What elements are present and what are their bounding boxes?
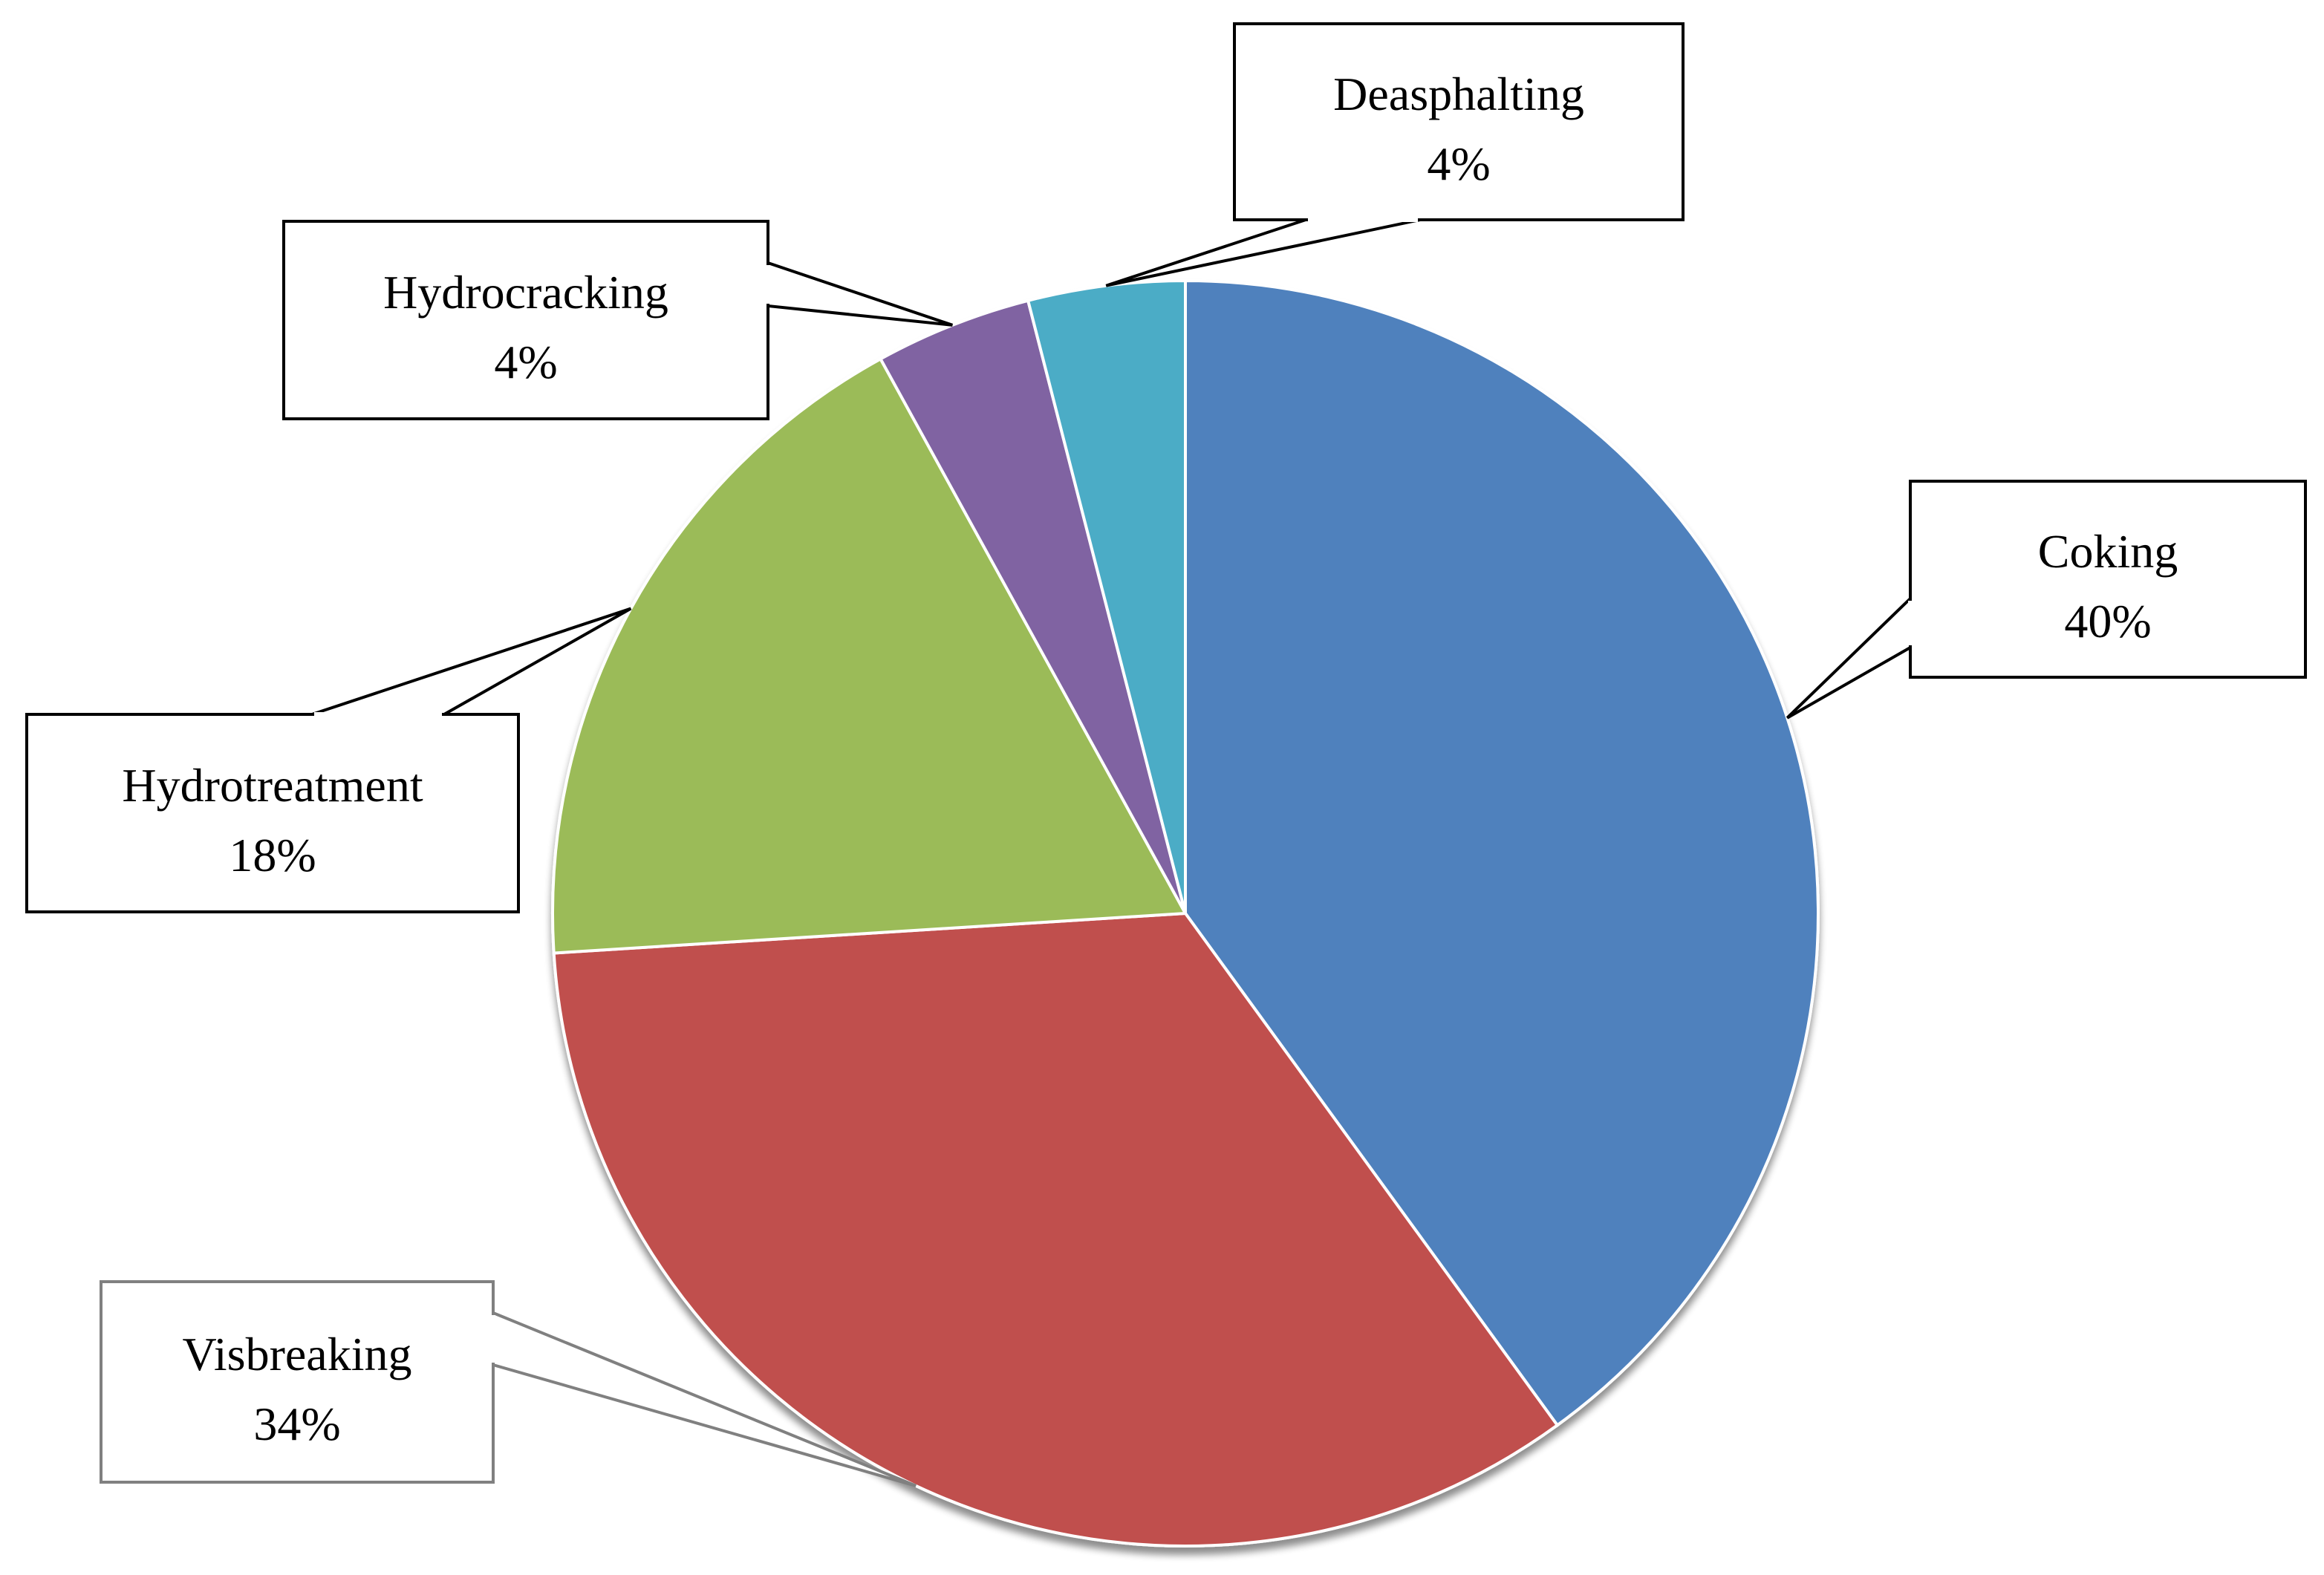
data-label-value-deasphalting: 4% [1427, 137, 1490, 190]
pie-slices [551, 278, 1820, 1548]
data-label-name-visbreaking: Visbreaking [183, 1328, 412, 1380]
callout-leader-deasphalting [1105, 218, 1421, 287]
callout-coking: Coking 40% [1786, 480, 2307, 720]
data-label-name-coking: Coking [2038, 525, 2178, 578]
callout-hydrocracking: Hydrocracking 4% [282, 220, 953, 420]
callout-hydrotreatment: Hydrotreatment 18% [25, 607, 632, 913]
callout-box-coking [1909, 480, 2307, 679]
data-label-name-deasphalting: Deasphalting [1333, 68, 1584, 120]
callout-box-hydrotreatment [25, 713, 520, 913]
data-label-value-visbreaking: 34% [253, 1398, 340, 1450]
data-label-value-hydrocracking: 4% [494, 336, 557, 388]
callout-box-deasphalting [1233, 22, 1685, 221]
data-label-value-coking: 40% [2064, 595, 2151, 648]
data-label-name-hydrotreatment: Hydrotreatment [122, 759, 423, 812]
data-label-callouts: Coking 40% Visbreaking 34% Hydrotreatment 18%… [25, 22, 2307, 1487]
callout-leader-hydrotreatment [311, 607, 632, 716]
data-label-name-hydrocracking: Hydrocracking [383, 266, 668, 319]
callout-leader-hydrocracking [766, 261, 953, 327]
callout-visbreaking: Visbreaking 34% [100, 1280, 917, 1487]
data-label-value-hydrotreatment: 18% [229, 829, 316, 881]
callout-box-visbreaking [100, 1280, 495, 1484]
callout-leader-coking [1786, 595, 1912, 720]
callout-box-hydrocracking [282, 220, 769, 420]
callout-deasphalting: Deasphalting 4% [1105, 22, 1685, 287]
